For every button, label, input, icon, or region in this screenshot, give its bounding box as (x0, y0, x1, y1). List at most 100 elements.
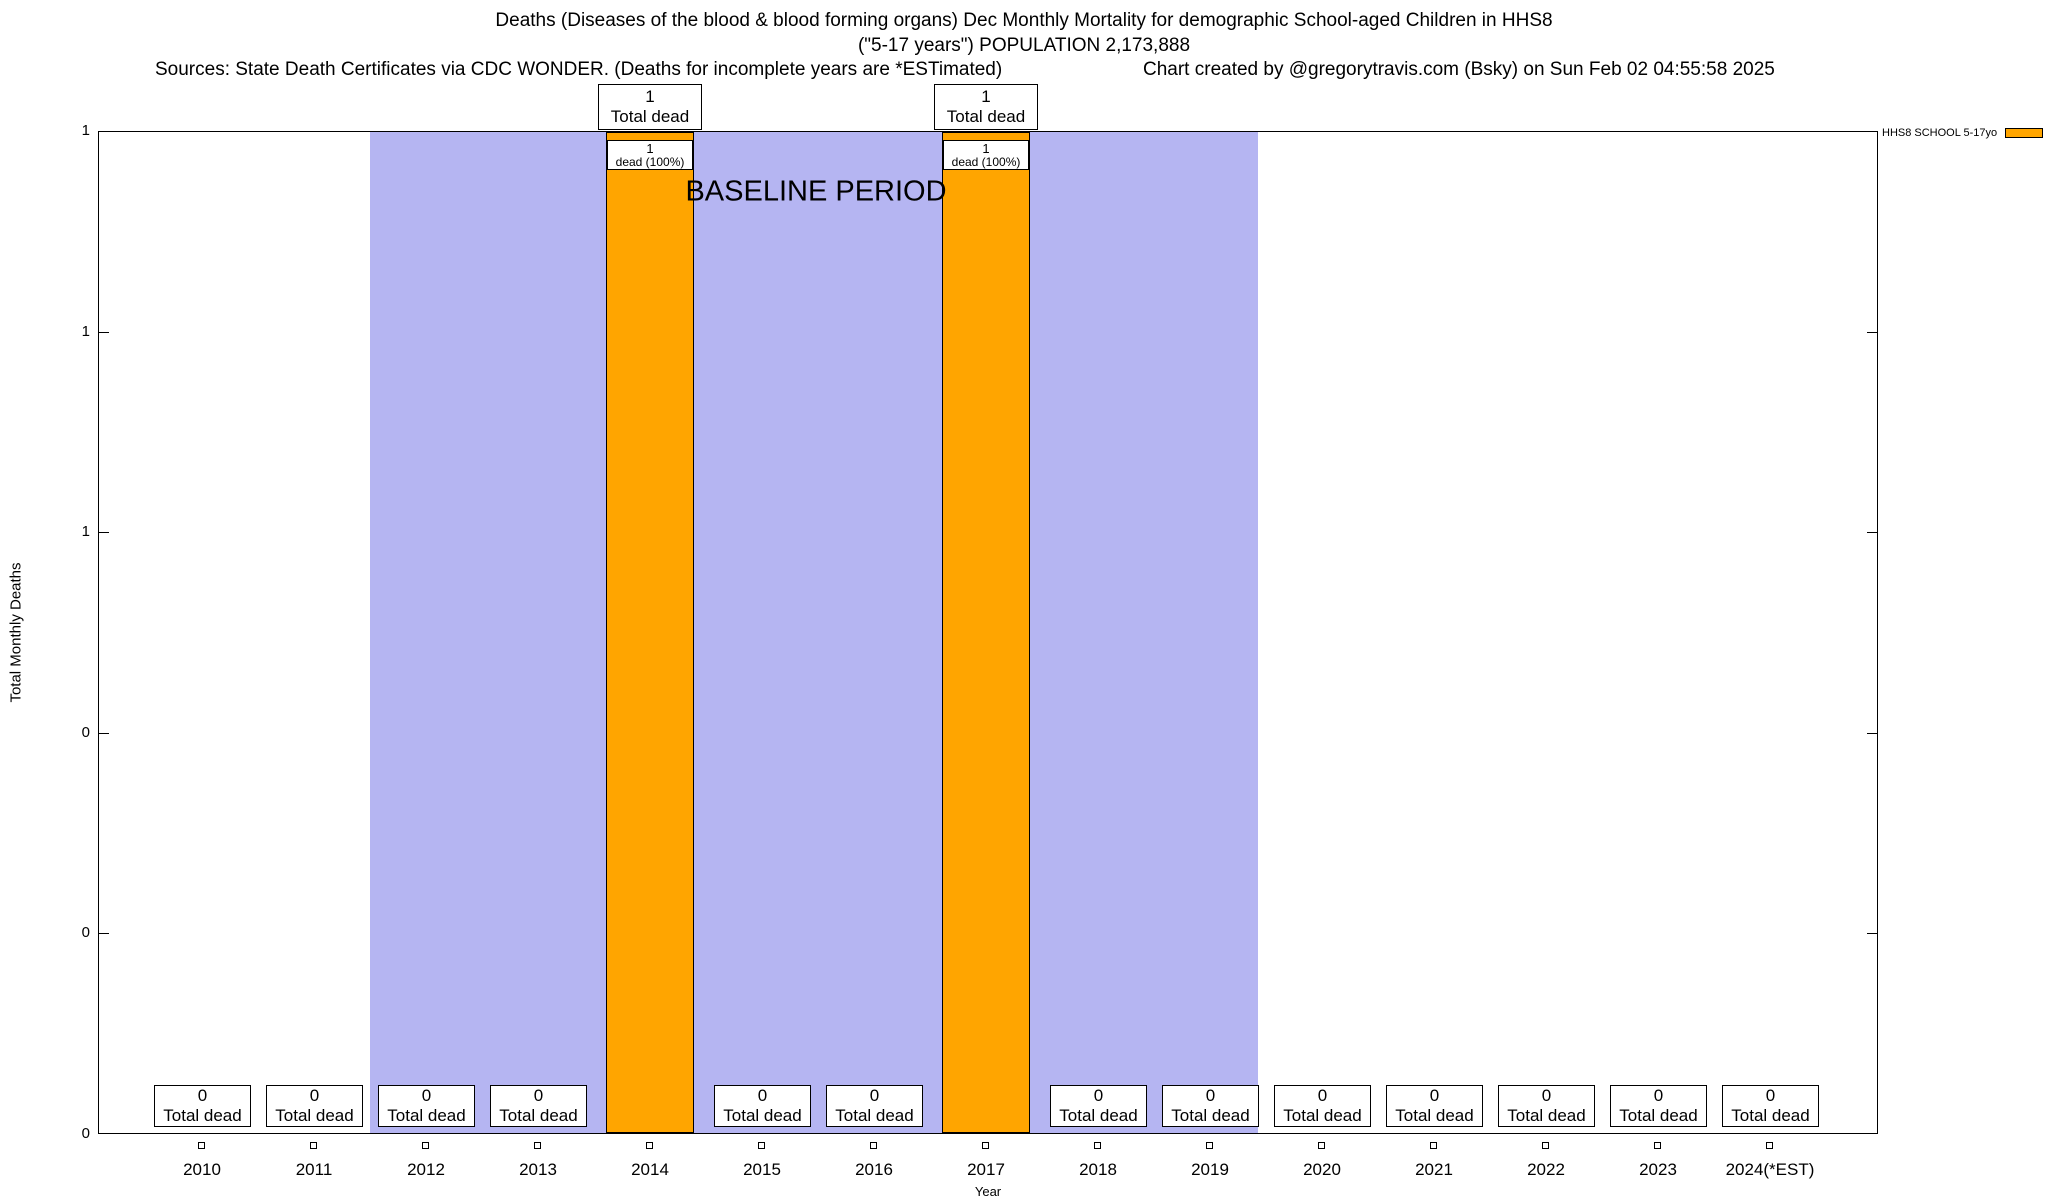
total-dead-count: 0 (197, 1086, 208, 1105)
total-dead-count: 1 (645, 87, 655, 106)
x-tick-label: 2012 (407, 1160, 445, 1179)
total-dead-caption: Total dead (163, 1106, 242, 1125)
y-tick-mark (1867, 933, 1877, 934)
total-dead-caption: Total dead (275, 1106, 354, 1125)
data-point-marker (1318, 1142, 1325, 1149)
y-tick-label: 0 (81, 924, 90, 941)
x-tick-label: 2019 (1191, 1160, 1229, 1179)
x-tick-label: 2018 (1079, 1160, 1117, 1179)
total-dead-caption: Total dead (610, 107, 690, 126)
y-tick-label: 0 (81, 724, 90, 741)
bar-2017-inner-label-box: 1 dead (100%) (943, 140, 1029, 170)
x-tick-label: 2020 (1303, 1160, 1341, 1179)
total-dead-caption: Total dead (835, 1106, 914, 1125)
total-dead-count: 0 (1429, 1086, 1440, 1105)
data-point-marker (1542, 1142, 1549, 1149)
x-tick-label: 2024(*EST) (1725, 1160, 1815, 1179)
data-point-marker (1766, 1142, 1773, 1149)
x-tick-label: 2016 (855, 1160, 893, 1179)
total-dead-box-2014: 1 Total dead (598, 84, 702, 130)
x-tick-label: 2010 (183, 1160, 221, 1179)
bar-2017 (942, 132, 1030, 1133)
total-dead-count: 0 (869, 1086, 880, 1105)
total-dead-count: 0 (1541, 1086, 1552, 1105)
data-point-marker (870, 1142, 877, 1149)
total-dead-caption: Total dead (946, 107, 1026, 126)
legend-series-label: HHS8 SCHOOL 5-17yo (1882, 127, 1998, 139)
total-dead-box-2024: 0 Total dead (1722, 1085, 1819, 1127)
data-point-marker (1654, 1142, 1661, 1149)
total-dead-box-2023: 0 Total dead (1610, 1085, 1707, 1127)
chart-subtitle: ("5-17 years") POPULATION 2,173,888 (857, 35, 1191, 56)
total-dead-count: 0 (1093, 1086, 1104, 1105)
credit-note: Chart created by @gregorytravis.com (Bsk… (1143, 59, 1775, 80)
total-dead-caption: Total dead (1507, 1106, 1586, 1125)
y-axis-title: Total Monthly Deaths (7, 562, 25, 703)
total-dead-caption: Total dead (1171, 1106, 1250, 1125)
y-tick-mark (99, 532, 109, 533)
data-point-marker (534, 1142, 541, 1149)
data-point-marker (422, 1142, 429, 1149)
baseline-period-label: BASELINE PERIOD (685, 175, 947, 208)
x-tick-label: 2011 (295, 1160, 333, 1179)
total-dead-box-2010: 0 Total dead (154, 1085, 251, 1127)
data-point-marker (1206, 1142, 1213, 1149)
data-point-marker (1430, 1142, 1437, 1149)
y-tick-mark (99, 332, 109, 333)
total-dead-caption: Total dead (1059, 1106, 1138, 1125)
bar-2014-inner-label-box: 1 dead (100%) (607, 140, 693, 170)
total-dead-box-2022: 0 Total dead (1498, 1085, 1595, 1127)
data-point-marker (982, 1142, 989, 1149)
x-axis-title: Year (974, 1184, 1002, 1199)
legend: HHS8 SCHOOL 5-17yo (1882, 127, 2044, 139)
y-tick-label: 0 (81, 1125, 90, 1142)
y-tick-mark (1867, 733, 1877, 734)
total-dead-count: 0 (1653, 1086, 1664, 1105)
total-dead-box-2011: 0 Total dead (266, 1085, 363, 1127)
total-dead-box-2013: 0 Total dead (490, 1085, 587, 1127)
total-dead-count: 1 (981, 87, 991, 106)
total-dead-count: 0 (1317, 1086, 1328, 1105)
total-dead-caption: Total dead (499, 1106, 578, 1125)
total-dead-box-2018: 0 Total dead (1050, 1085, 1147, 1127)
y-tick-mark (99, 933, 109, 934)
total-dead-caption: Total dead (1395, 1106, 1474, 1125)
total-dead-box-2019: 0 Total dead (1162, 1085, 1259, 1127)
total-dead-box-2017: 1 Total dead (934, 84, 1038, 130)
legend-color-swatch (2005, 128, 2044, 138)
total-dead-count: 0 (533, 1086, 544, 1105)
total-dead-box-2015: 0 Total dead (714, 1085, 811, 1127)
inner-caption: dead (100%) (951, 154, 1021, 169)
y-tick-label: 1 (81, 323, 90, 340)
plot-area: BASELINE PERIOD 1 dead (100%) 1 dead (10… (98, 131, 1878, 1134)
inner-count: 1 (982, 140, 990, 156)
total-dead-count: 0 (1205, 1086, 1216, 1105)
total-dead-caption: Total dead (387, 1106, 466, 1125)
total-dead-box-2021: 0 Total dead (1386, 1085, 1483, 1127)
data-point-marker (1094, 1142, 1101, 1149)
x-tick-label: 2023 (1639, 1160, 1677, 1179)
bar-2014 (606, 132, 694, 1133)
total-dead-box-2020: 0 Total dead (1274, 1085, 1371, 1127)
chart-title: Deaths (Diseases of the blood & blood fo… (495, 10, 1553, 31)
total-dead-count: 0 (421, 1086, 432, 1105)
x-tick-label: 2015 (743, 1160, 781, 1179)
y-tick-mark (99, 733, 109, 734)
total-dead-caption: Total dead (1283, 1106, 1362, 1125)
total-dead-count: 0 (757, 1086, 768, 1105)
y-tick-mark (1867, 532, 1877, 533)
y-tick-label: 1 (81, 122, 90, 139)
data-point-marker (646, 1142, 653, 1149)
total-dead-caption: Total dead (723, 1106, 802, 1125)
sources-note: Sources: State Death Certificates via CD… (155, 59, 1003, 80)
data-point-marker (310, 1142, 317, 1149)
total-dead-box-2012: 0 Total dead (378, 1085, 475, 1127)
baseline-region (370, 132, 1258, 1133)
inner-count: 1 (646, 140, 654, 156)
total-dead-caption: Total dead (1731, 1106, 1810, 1125)
total-dead-caption: Total dead (1619, 1106, 1698, 1125)
total-dead-count: 0 (1765, 1086, 1776, 1105)
x-tick-label: 2021 (1415, 1160, 1453, 1179)
total-dead-count: 0 (309, 1086, 320, 1105)
